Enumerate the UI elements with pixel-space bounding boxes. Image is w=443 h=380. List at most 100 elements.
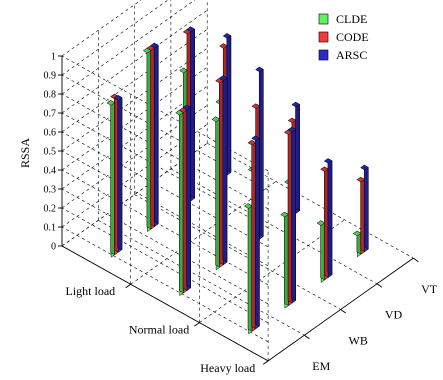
load-axis-tick: [262, 360, 269, 365]
grid-line: [61, 74, 269, 191]
bar-face: [153, 42, 159, 225]
method-label-vt: VT: [421, 282, 438, 296]
bar-clde-heavy-load-wb: [280, 211, 289, 309]
bar-face: [258, 66, 264, 237]
z-tick-label: 0.6: [44, 128, 57, 139]
bar-code-heavy-load-vt: [356, 176, 366, 255]
bar-face: [222, 75, 228, 263]
bar-clde-heavy-load-vd: [316, 220, 326, 283]
method-label-em: EM: [312, 359, 330, 373]
grid-line: [61, 112, 269, 229]
bar-face: [291, 126, 296, 301]
load-axis-line: [61, 245, 269, 362]
legend-label-clde: CLDE: [336, 12, 367, 26]
load-axis-tick: [125, 283, 131, 289]
bar-face: [226, 32, 232, 173]
bar-face: [182, 104, 192, 111]
bar-face: [186, 104, 191, 289]
back-grid: [61, 0, 269, 362]
bar-arsc-heavy-load-vd: [323, 158, 333, 278]
legend-label-arsc: ARSC: [336, 48, 367, 62]
bar-clde-normal-load-em: [175, 109, 184, 297]
bar-face: [255, 135, 260, 327]
floor-grid-line: [134, 194, 341, 310]
load-category-labels: Light load Normal load Heavy load: [66, 284, 256, 375]
bar-arsc-light-load-vt: [222, 32, 232, 176]
method-axis-tick: [304, 334, 310, 340]
legend-swatch-clde: [318, 13, 329, 25]
bar-face: [295, 101, 300, 212]
bar-face: [150, 42, 159, 49]
legend-label-code: CODE: [336, 30, 369, 44]
bar-arsc-normal-load-wb: [218, 75, 228, 266]
z-tick-label: 0.5: [44, 147, 57, 158]
z-tick-label: 0.4: [44, 166, 57, 177]
z-tick-label: 0: [51, 242, 56, 253]
bar-group-heavy-load-em: [243, 135, 260, 335]
z-axis-tick-labels: 0 0.1 0.2 0.3 0.4 0.5 0.6 0.7 0.8 0.9 1: [44, 52, 62, 253]
legend: CLDE CODE ARSC: [312, 10, 388, 68]
method-label-wb: WB: [349, 333, 368, 347]
bar-arsc-heavy-load-em: [251, 135, 260, 330]
bar-arsc-light-load-em: [113, 94, 123, 253]
z-tick-label: 0.3: [44, 185, 57, 196]
floor-grid-line: [98, 220, 305, 336]
grid-line: [61, 169, 269, 286]
bar-clde-normal-load-wb: [211, 116, 221, 271]
bar-face: [222, 33, 232, 39]
bar-group-heavy-load-wb: [280, 126, 297, 309]
bar-face: [186, 26, 196, 32]
bar-face: [363, 164, 369, 250]
bar-face: [291, 101, 301, 108]
bar-face: [327, 158, 333, 276]
bar-arsc-light-load-wb: [150, 42, 159, 227]
bar-face: [117, 94, 123, 251]
bar-arsc-normal-load-em: [182, 104, 192, 291]
bar-code-heavy-load-vd: [320, 166, 329, 281]
bar-arsc-normal-load-vd: [255, 66, 264, 240]
grid-line: [61, 93, 269, 210]
bars: [106, 26, 369, 335]
bar-face: [113, 95, 123, 101]
bar-clde-heavy-load-vt: [352, 230, 362, 258]
floor-edge: [207, 142, 414, 259]
bar-face: [360, 164, 369, 171]
grid-line: [61, 150, 269, 267]
bar-group-heavy-load-vd: [316, 158, 333, 283]
floor-grid-line: [170, 168, 378, 285]
bar-group-normal-load-wb: [211, 75, 228, 271]
bar-group-heavy-load-vt: [352, 164, 369, 258]
z-tick-label: 0.2: [44, 204, 57, 215]
legend-swatch-code: [318, 31, 329, 43]
method-axis-tick: [376, 283, 383, 288]
bar-clde-light-load-em: [106, 99, 116, 258]
load-label-heavy-load: Heavy load: [200, 361, 255, 375]
bar-group-light-load-em: [106, 93, 123, 258]
grid-line: [61, 207, 269, 324]
bar-face: [287, 126, 297, 133]
method-axis-tick: [340, 309, 346, 314]
bar-face: [251, 135, 260, 141]
z-tick-label: 1: [51, 52, 56, 63]
load-label-normal-load: Normal load: [129, 322, 189, 336]
legend-swatch-arsc: [318, 49, 329, 61]
z-tick-label: 0.1: [44, 223, 57, 234]
bar-code-heavy-load-em: [247, 139, 257, 332]
bar-clde-heavy-load-em: [243, 203, 253, 335]
load-axis-tick: [194, 322, 200, 327]
bar-arsc-light-load-vd: [186, 26, 196, 202]
bar-arsc-normal-load-vt: [291, 101, 301, 214]
bar-face: [190, 26, 195, 199]
bar-arsc-heavy-load-wb: [287, 126, 297, 304]
bar-group-normal-load-em: [175, 104, 192, 297]
method-axis-tick: [413, 257, 419, 262]
grid-line: [61, 55, 269, 172]
z-tick-label: 0.9: [44, 71, 57, 82]
bar-face: [218, 75, 228, 81]
bar-clde-light-load-wb: [142, 47, 152, 233]
z-axis-label: RSSA: [18, 138, 32, 168]
load-label-light-load: Light load: [66, 284, 116, 298]
method-category-labels: EM WB VD VT: [312, 282, 438, 373]
z-tick-label: 0.7: [44, 109, 57, 120]
